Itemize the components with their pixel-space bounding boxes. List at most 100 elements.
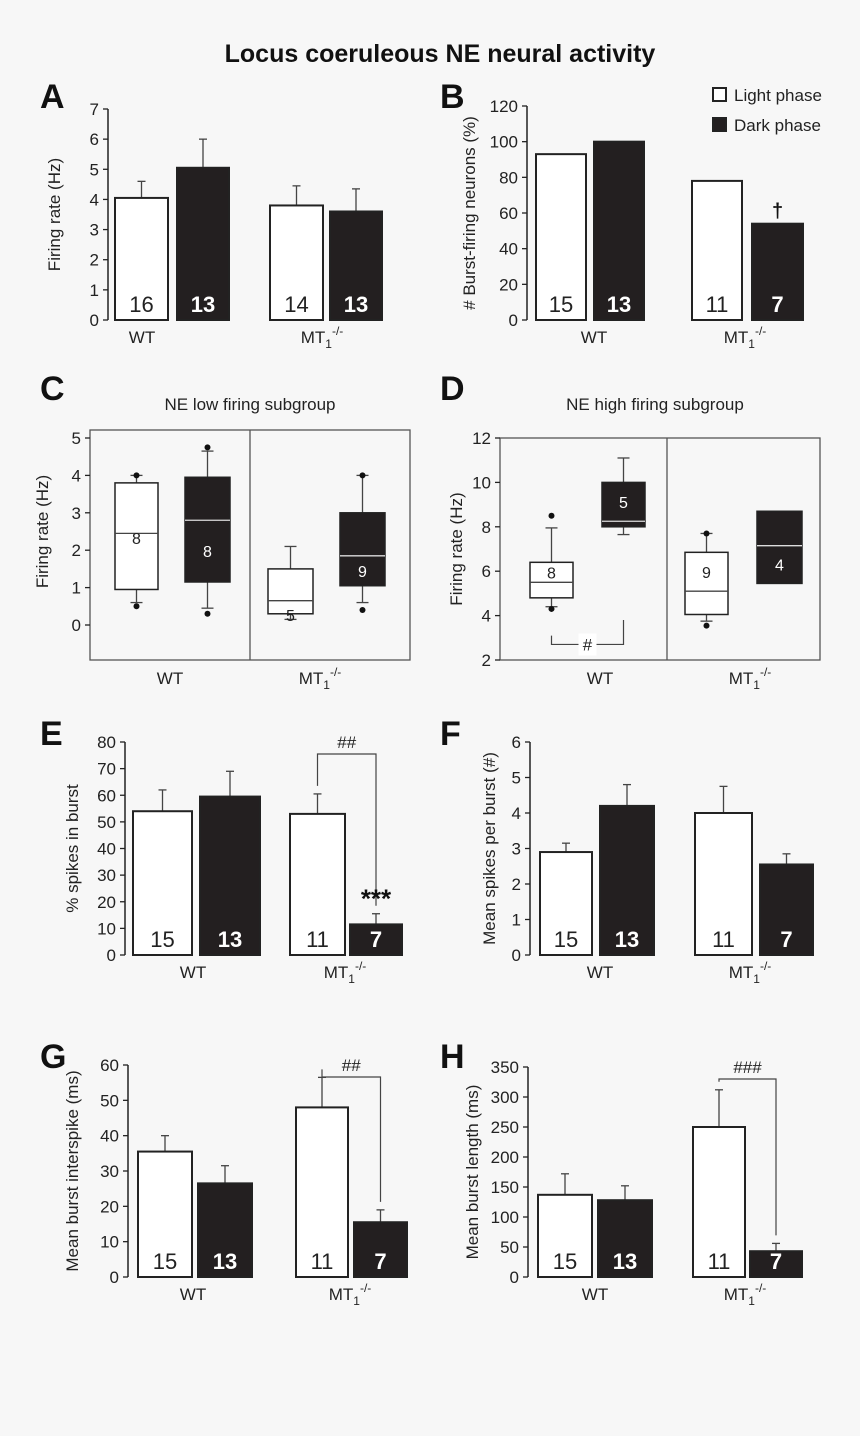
legend-label-dark: Dark phase: [734, 116, 821, 135]
outlier-point: [204, 444, 211, 451]
y-tick-label: 20: [499, 275, 518, 294]
outlier-point: [359, 607, 366, 614]
box-dark-phase: [601, 481, 646, 528]
group-label-subscript: 1: [753, 972, 760, 986]
y-tick-label: 0: [90, 311, 99, 330]
group-label-mt1-ko: MT1-/-: [729, 959, 772, 986]
box-dark-phase: [756, 510, 803, 585]
significance-label: ###: [733, 1058, 762, 1077]
y-tick-label: 4: [90, 190, 99, 209]
bar-light-phase: [539, 851, 593, 956]
group-label-text: WT: [582, 1285, 608, 1304]
bar-n-label: 13: [344, 292, 368, 317]
bar-n-label: 11: [708, 1249, 731, 1274]
y-tick-label: 0: [72, 616, 81, 635]
y-tick-label: 30: [97, 866, 116, 885]
y-tick-label: 4: [482, 607, 491, 626]
y-tick-label: 250: [491, 1118, 519, 1137]
y-axis-label: # Burst-firing neurons (%): [460, 116, 479, 310]
y-tick-label: 30: [100, 1162, 119, 1181]
group-label-subscript: 1: [323, 678, 330, 692]
group-label-mt1-ko: MT1-/-: [299, 665, 342, 692]
bar-n-label: 13: [615, 927, 639, 952]
bar-dark-phase: [593, 140, 645, 321]
group-label-text: MT: [324, 963, 349, 982]
bar-dark-phase: [599, 804, 655, 957]
group-label-text: WT: [129, 328, 155, 347]
bar-n-label: 7: [374, 1249, 386, 1274]
y-axis-label: Mean burst length (ms): [463, 1085, 482, 1260]
group-label-superscript: -/-: [332, 324, 343, 338]
y-tick-label: 0: [110, 1268, 119, 1287]
y-tick-label: 20: [100, 1197, 119, 1216]
legend-swatch-dark: [712, 117, 727, 132]
y-tick-label: 1: [72, 579, 81, 598]
y-axis-label: Mean burst interspike (ms): [63, 1070, 82, 1271]
bar-n-label: 11: [311, 1249, 334, 1274]
panel-d: D NE high firing subgroup Firing rate (Hz)…: [440, 370, 821, 692]
y-tick-label: 100: [490, 133, 518, 152]
group-label-wt: WT: [581, 328, 607, 347]
outlier-point: [548, 512, 555, 519]
box-light-phase: [684, 551, 729, 616]
group-label-superscript: -/-: [355, 959, 366, 973]
outlier-point: [204, 610, 211, 617]
y-tick-label: 0: [510, 1268, 519, 1287]
y-tick-label: 0: [509, 311, 518, 330]
y-tick-label: 3: [72, 504, 81, 523]
group-label-wt: WT: [587, 963, 613, 982]
group-label-mt1-ko: MT1-/-: [324, 959, 367, 986]
plot-frame: [499, 437, 821, 661]
bar-n-label: 15: [553, 1249, 577, 1274]
bar-light-phase: [289, 812, 346, 957]
y-tick-label: 80: [97, 733, 116, 752]
bar-dark-phase: [349, 923, 403, 956]
group-label-subscript: 1: [753, 678, 760, 692]
box-n-label: 8: [547, 565, 556, 582]
significance-label: #: [583, 635, 593, 654]
panel-letter: F: [440, 715, 461, 753]
bar-dark-phase: [749, 1250, 803, 1278]
y-tick-label: 150: [491, 1178, 519, 1197]
figure-title: Locus coeruleous NE neural activity: [225, 40, 656, 68]
outlier-point: [703, 622, 710, 629]
panel-letter: H: [440, 1038, 465, 1076]
group-label-mt1-ko: MT1-/-: [329, 1281, 372, 1308]
group-label-wt: WT: [180, 1285, 206, 1304]
y-tick-label: 100: [491, 1208, 519, 1227]
y-axis-label: % spikes in burst: [63, 784, 82, 913]
y-tick-label: 70: [97, 760, 116, 779]
bar-n-label: 13: [218, 927, 242, 952]
significance-label-bg: [578, 633, 597, 656]
panel-letter: A: [40, 78, 65, 116]
y-tick-label: 40: [100, 1127, 119, 1146]
bar-n-label: 13: [213, 1249, 237, 1274]
outlier-point: [133, 603, 140, 610]
group-label-text: WT: [587, 669, 613, 688]
group-label-text: MT: [301, 328, 326, 347]
box-n-label: 5: [619, 495, 628, 512]
box-n-label: 9: [702, 565, 711, 582]
bar-n-label: 16: [129, 292, 153, 317]
y-tick-label: 50: [500, 1238, 519, 1257]
group-label-text: WT: [587, 963, 613, 982]
bar-dark-phase: [597, 1199, 653, 1278]
y-tick-label: 200: [491, 1148, 519, 1167]
y-tick-label: 10: [97, 919, 116, 938]
y-axis-label: Mean spikes per burst (#): [480, 752, 499, 945]
group-label-superscript: -/-: [755, 1281, 766, 1295]
box-dark-phase: [184, 476, 231, 583]
bar-dark-phase: [759, 863, 814, 956]
group-label-text: MT: [729, 669, 754, 688]
y-tick-label: 2: [512, 875, 521, 894]
y-tick-label: 6: [482, 562, 491, 581]
y-tick-label: 5: [512, 769, 521, 788]
y-tick-label: 350: [491, 1058, 519, 1077]
panel-letter: C: [40, 370, 65, 408]
legend: Light phase Dark phase: [712, 86, 822, 135]
bar-n-label: 15: [554, 927, 578, 952]
y-tick-label: 6: [512, 733, 521, 752]
bar-n-label: 14: [284, 292, 308, 317]
